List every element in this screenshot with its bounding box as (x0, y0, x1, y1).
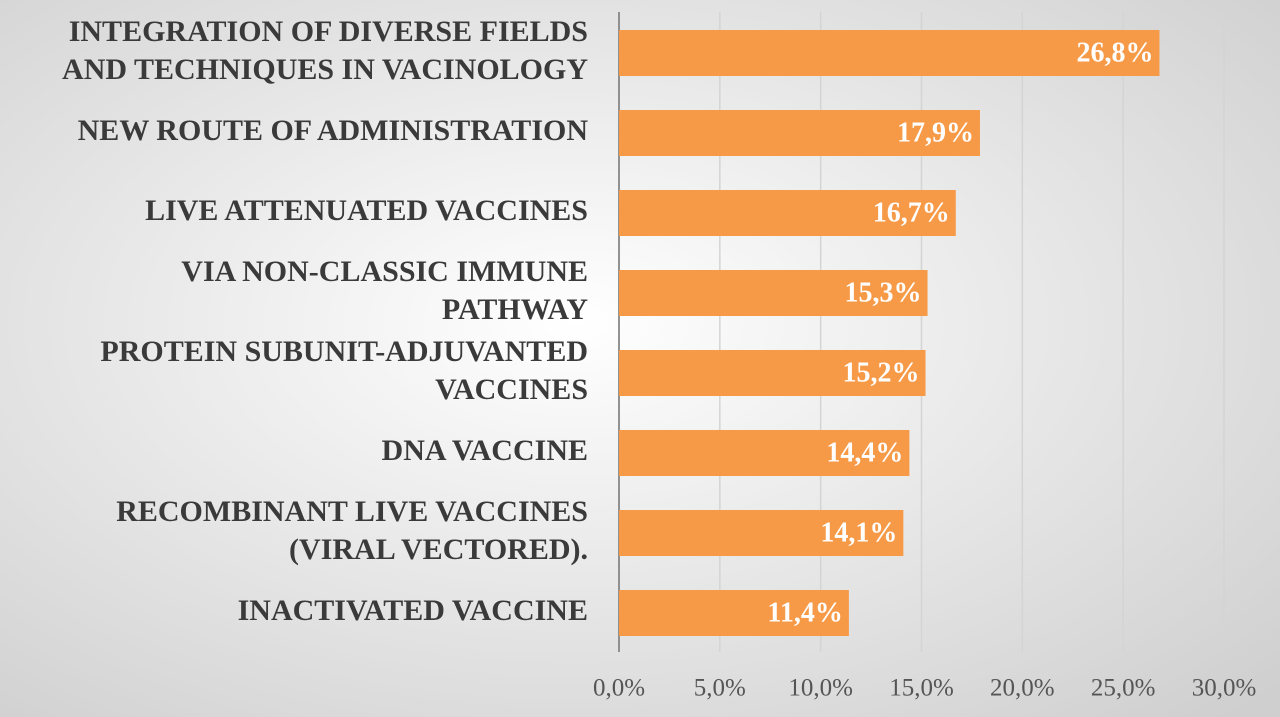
value-label: 14,4% (826, 437, 903, 468)
value-label: 11,4% (767, 597, 842, 628)
bar (619, 270, 928, 316)
value-label: 15,3% (845, 277, 922, 308)
category-label: DNA VACCINE (382, 434, 588, 467)
bar (619, 430, 910, 476)
category-label: PROTEIN SUBUNIT-ADJUVANTED VACCINES (100, 335, 588, 406)
x-tick-label: 0,0% (593, 675, 645, 702)
bar (619, 110, 980, 156)
x-tick-label: 15,0% (889, 675, 954, 702)
category-label: NEW ROUTE OF ADMINISTRATION (78, 114, 589, 147)
category-label: LIVE ATTENUATED VACCINES (145, 194, 588, 227)
value-label: 14,1% (820, 517, 897, 548)
bar (619, 190, 956, 236)
bar (619, 30, 1160, 76)
category-label: VIA NON-CLASSIC IMMUNE PATHWAY (181, 255, 588, 326)
category-label: RECOMBINANT LIVE VACCINES (VIRAL VECTORED… (116, 495, 588, 566)
x-tick-label: 20,0% (990, 675, 1055, 702)
x-tick-label: 25,0% (1091, 675, 1156, 702)
x-tick-label: 5,0% (694, 675, 746, 702)
bar (619, 350, 926, 396)
x-tick-label: 30,0% (1192, 675, 1257, 702)
bar (619, 590, 849, 636)
value-label: 16,7% (873, 197, 950, 228)
value-label: 26,8% (1076, 37, 1153, 68)
x-tick-label: 10,0% (788, 675, 853, 702)
category-label: INTEGRATION OF DIVERSE FIELDS AND TECHNIQ… (62, 15, 588, 86)
category-label: INACTIVATED VACCINE (238, 594, 588, 627)
value-label: 17,9% (897, 117, 974, 148)
value-label: 15,2% (843, 357, 920, 388)
bar (619, 510, 904, 556)
